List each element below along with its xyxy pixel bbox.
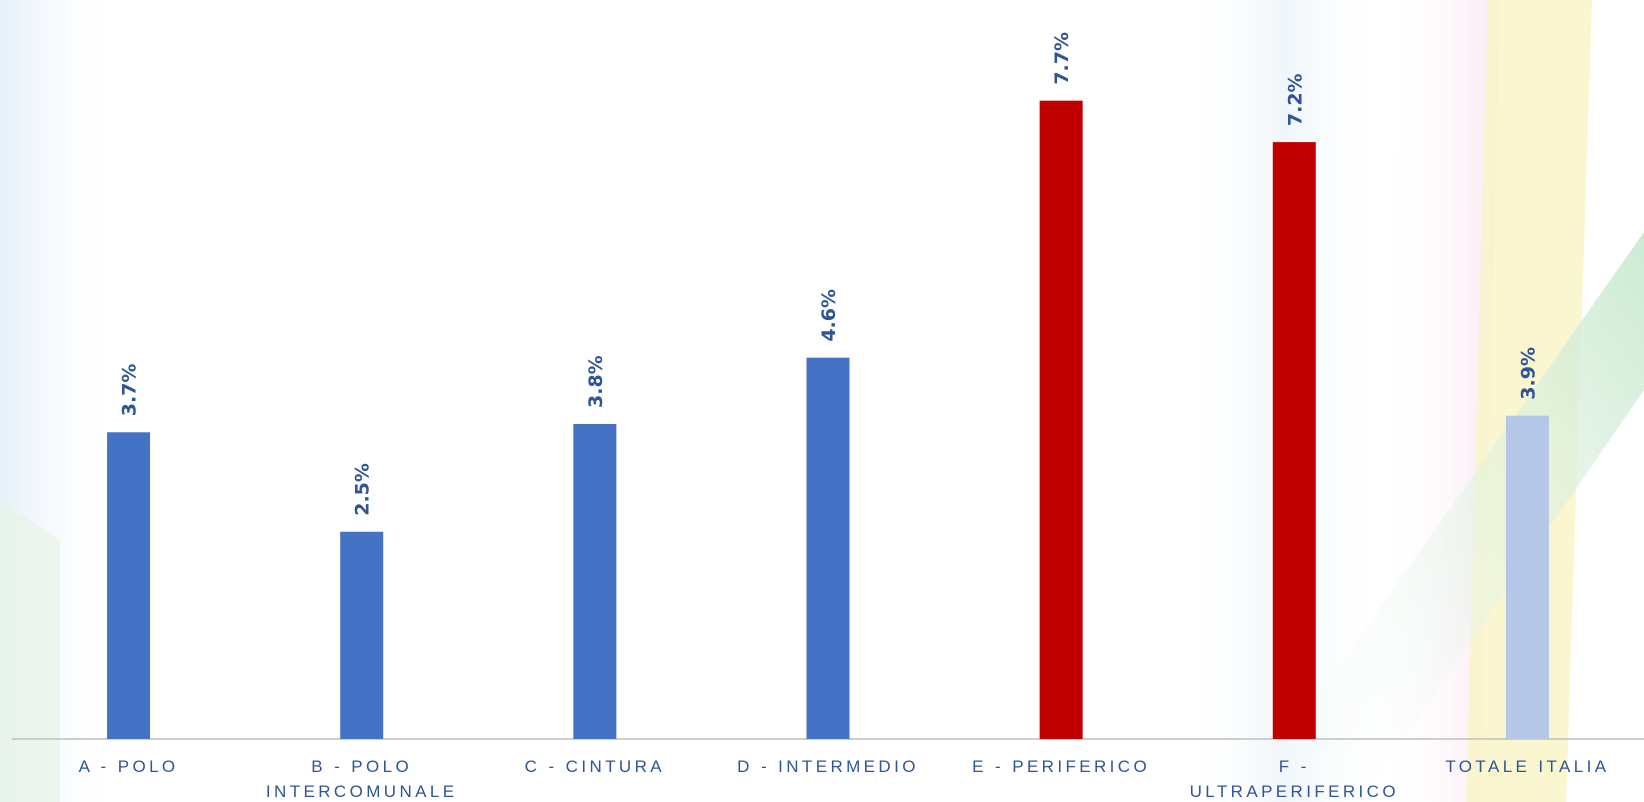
bar [806,357,850,739]
bar [107,432,151,739]
category-label: F -ULTRAPERIFERICO [1190,757,1399,801]
bar [1272,142,1316,739]
bar-value-label: 7.7% [1051,32,1073,85]
category-label: C - CINTURA [525,757,665,776]
bar-value-label: 2.5% [352,463,374,516]
bar-value-label: 3.8% [585,355,607,408]
category-label: A - POLO [79,757,179,776]
category-label: TOTALE ITALIA [1445,757,1609,776]
bar [1505,415,1549,739]
bar-value-label: 7.2% [1284,73,1306,126]
category-label: E - PERIFERICO [972,757,1150,776]
bar [340,531,384,739]
category-label: B - POLO INTERCOMUNALE [266,757,458,801]
bar [573,423,617,739]
bar-value-label: 4.6% [818,289,840,342]
category-label: D - INTERMEDIO [737,757,919,776]
bar-value-label: 3.7% [119,364,141,417]
bar-value-label: 3.9% [1517,347,1539,400]
bar [1039,100,1083,740]
